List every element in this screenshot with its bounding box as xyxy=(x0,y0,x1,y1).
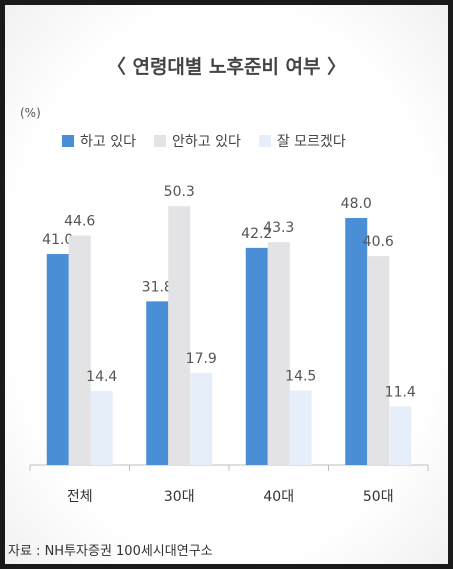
bar-unsure xyxy=(90,390,113,465)
bar-doing xyxy=(46,254,69,465)
bar-doing xyxy=(146,301,169,465)
category-label: 40대 xyxy=(263,489,294,505)
legend-swatch-doing xyxy=(62,135,74,147)
bar-not-doing xyxy=(367,256,390,465)
bar-doing xyxy=(245,247,268,465)
bar-not-doing xyxy=(267,242,290,465)
category-label: 30대 xyxy=(164,489,195,505)
chart-title: 〈 연령대별 노후준비 여부 〉 xyxy=(106,56,347,78)
data-label-doing: 41.0 xyxy=(42,232,73,248)
legend-swatch-unsure xyxy=(258,135,271,147)
legend-label-unsure: 잘 모르겠다 xyxy=(276,134,346,150)
source-note: 자료 : NH투자증권 100세시대연구소 xyxy=(8,544,213,559)
data-label-doing: 42.2 xyxy=(241,226,272,242)
legend-label-doing: 하고 있다 xyxy=(80,134,136,150)
data-label-unsure: 14.5 xyxy=(285,368,316,384)
data-label-not-doing: 40.6 xyxy=(363,234,394,250)
data-label-doing: 31.8 xyxy=(142,279,173,295)
legend-item-unsure: 잘 모르겠다 xyxy=(258,131,346,151)
data-label-not-doing: 43.3 xyxy=(263,220,294,236)
data-label-doing: 48.0 xyxy=(341,196,372,212)
bar-doing xyxy=(345,218,368,465)
legend-swatch-not-doing xyxy=(153,135,166,147)
data-label-unsure: 11.4 xyxy=(385,384,416,400)
bar-unsure xyxy=(389,406,412,465)
legend-item-not-doing: 안하고 있다 xyxy=(153,131,241,151)
legend-label-not-doing: 안하고 있다 xyxy=(171,134,241,150)
unit-label: (%) xyxy=(20,106,41,120)
bar-not-doing xyxy=(168,206,191,465)
legend-item-doing: 하고 있다 xyxy=(62,131,136,151)
legend: 하고 있다 안하고 있다 잘 모르겠다 xyxy=(62,131,346,151)
bar-unsure xyxy=(289,390,312,465)
data-label-unsure: 14.4 xyxy=(86,369,117,385)
bar-unsure xyxy=(190,372,213,465)
category-label: 전체 xyxy=(67,489,93,505)
category-label: 50대 xyxy=(363,489,394,505)
data-label-not-doing: 50.3 xyxy=(164,184,195,200)
data-label-not-doing: 44.6 xyxy=(64,214,95,230)
bar-not-doing xyxy=(68,235,91,465)
data-label-unsure: 17.9 xyxy=(186,351,217,367)
